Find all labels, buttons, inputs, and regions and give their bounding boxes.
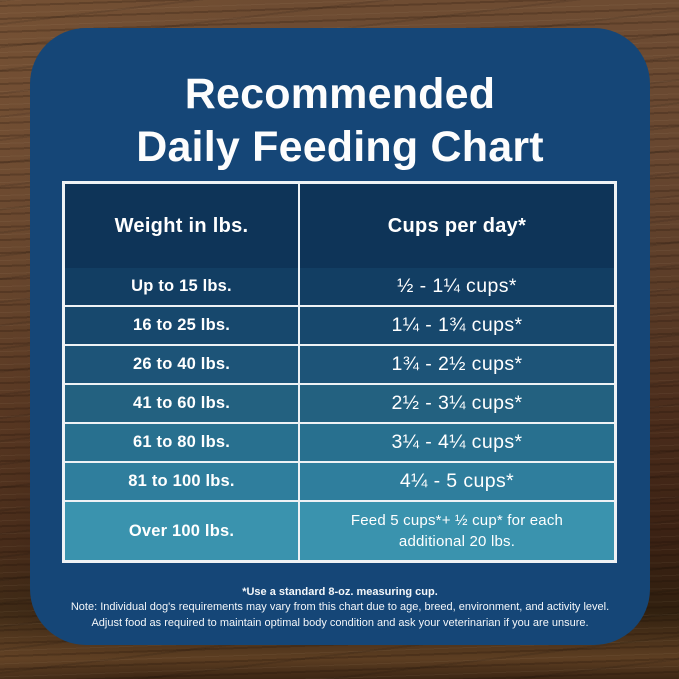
cups-cell: 3¼ - 4¼ cups* bbox=[300, 424, 614, 461]
table-row: 41 to 60 lbs. 2½ - 3¼ cups* bbox=[65, 385, 614, 422]
weight-cell: 41 to 60 lbs. bbox=[65, 385, 298, 422]
title-line-1: Recommended bbox=[184, 70, 496, 118]
footnote-measuring-cup: *Use a standard 8-oz. measuring cup. bbox=[242, 585, 438, 598]
weight-cell: 26 to 40 lbs. bbox=[65, 346, 298, 383]
weight-cell: Over 100 lbs. bbox=[65, 502, 298, 560]
table-row: 16 to 25 lbs. 1¼ - 1¾ cups* bbox=[65, 307, 614, 344]
table-row: 81 to 100 lbs. 4¼ - 5 cups* bbox=[65, 463, 614, 500]
column-header-weight: Weight in lbs. bbox=[65, 184, 298, 268]
cups-cell: 1¾ - 2½ cups* bbox=[300, 346, 614, 383]
weight-cell: 16 to 25 lbs. bbox=[65, 307, 298, 344]
cups-cell: Feed 5 cups*+ ½ cup* for each additional… bbox=[300, 502, 614, 560]
cups-cell: 4¼ - 5 cups* bbox=[300, 463, 614, 500]
footnotes: *Use a standard 8-oz. measuring cup. Not… bbox=[30, 585, 650, 632]
table-header: Weight in lbs. Cups per day* bbox=[65, 184, 614, 268]
weight-cell: 81 to 100 lbs. bbox=[65, 463, 298, 500]
footnote-adjust: Adjust food as required to maintain opti… bbox=[91, 616, 589, 629]
cups-cell: ½ - 1¼ cups* bbox=[300, 268, 614, 305]
table-row: Up to 15 lbs. ½ - 1¼ cups* bbox=[65, 268, 614, 305]
weight-cell: 61 to 80 lbs. bbox=[65, 424, 298, 461]
page-title: Recommended Daily Feeding Chart bbox=[30, 68, 650, 174]
weight-cell: Up to 15 lbs. bbox=[65, 268, 298, 305]
feeding-chart-card: Recommended Daily Feeding Chart Weight i… bbox=[30, 28, 650, 645]
feeding-table: Weight in lbs. Cups per day* Up to 15 lb… bbox=[62, 181, 617, 563]
cups-cell: 1¼ - 1¾ cups* bbox=[300, 307, 614, 344]
column-header-cups: Cups per day* bbox=[300, 184, 614, 268]
footnote-note: Note: Individual dog's requirements may … bbox=[70, 601, 610, 613]
table-row: Over 100 lbs. Feed 5 cups*+ ½ cup* for e… bbox=[65, 502, 614, 560]
title-line-2: Daily Feeding Chart bbox=[136, 123, 544, 171]
table-row: 26 to 40 lbs. 1¾ - 2½ cups* bbox=[65, 346, 614, 383]
table-row: 61 to 80 lbs. 3¼ - 4¼ cups* bbox=[65, 424, 614, 461]
cups-cell: 2½ - 3¼ cups* bbox=[300, 385, 614, 422]
table-body: Up to 15 lbs. ½ - 1¼ cups* 16 to 25 lbs.… bbox=[65, 268, 614, 560]
